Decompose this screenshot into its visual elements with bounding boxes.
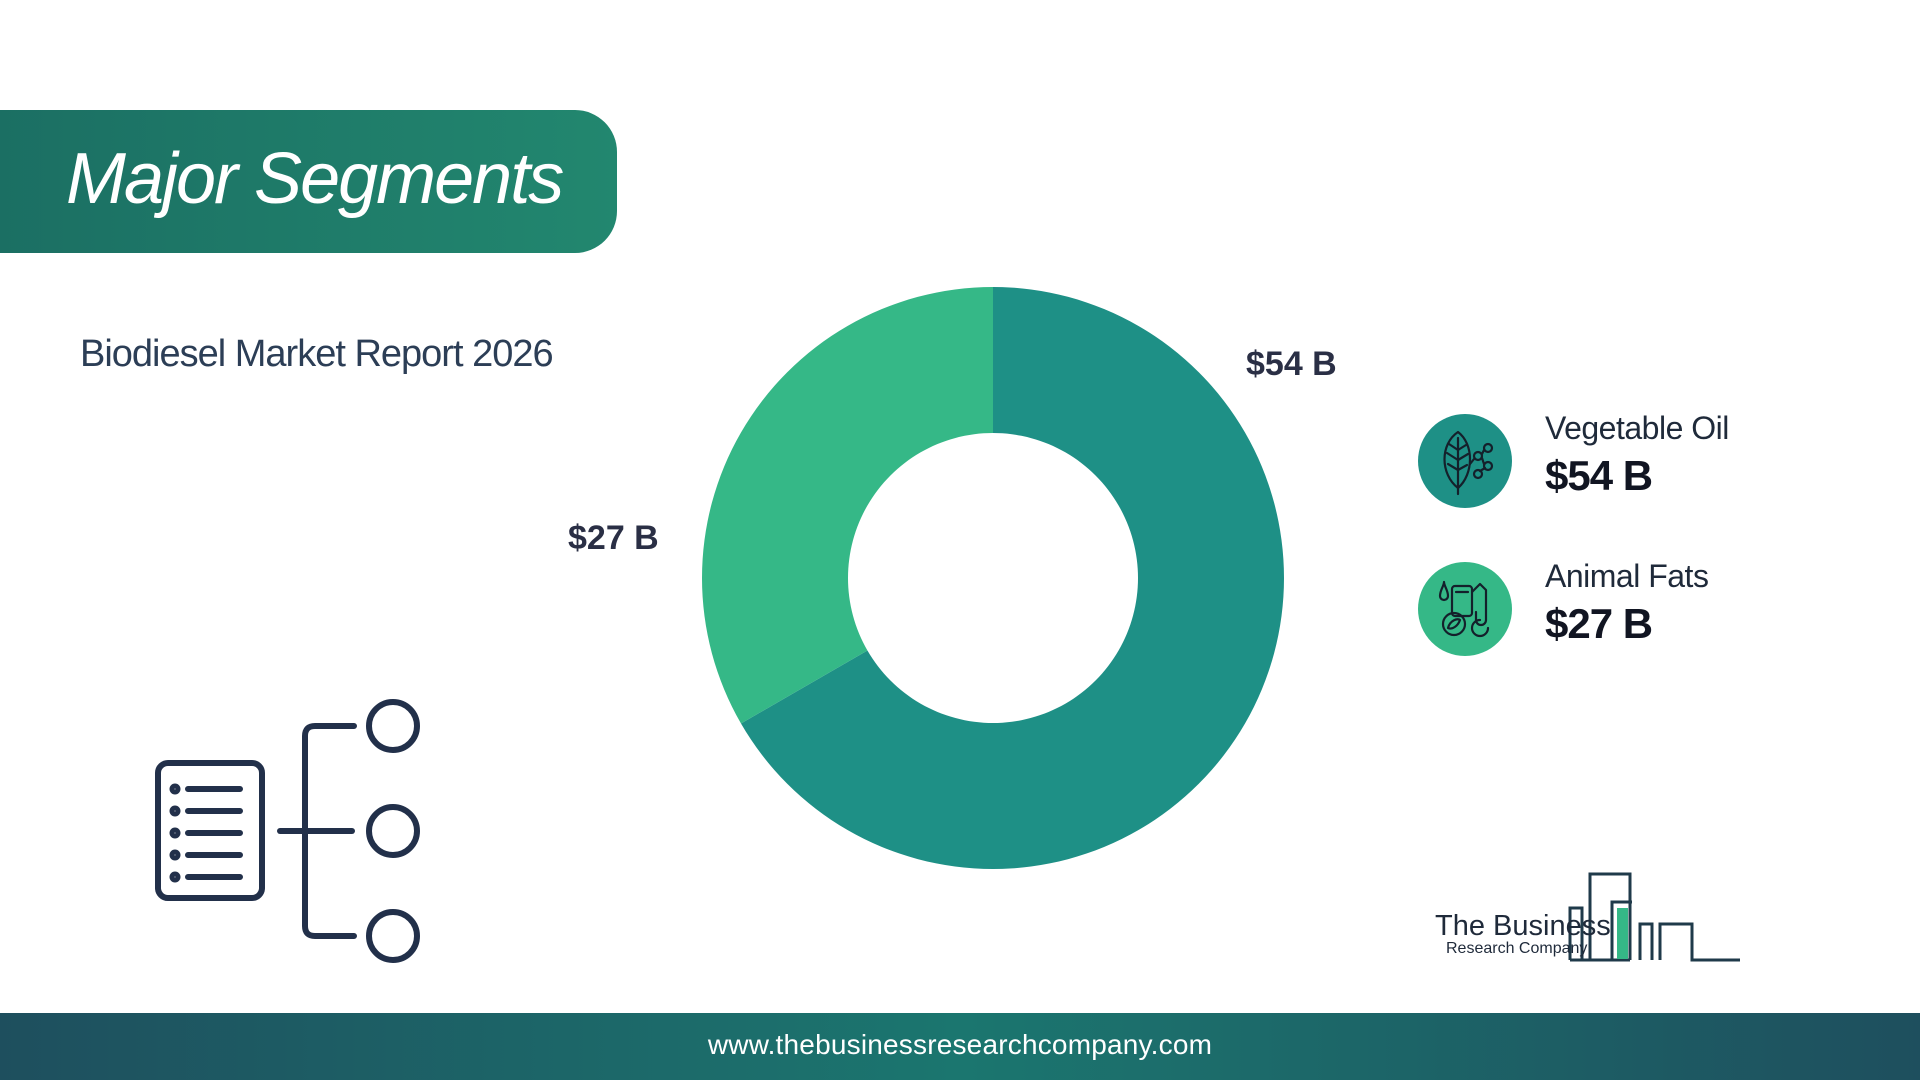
title-banner [0,110,617,253]
leaf-molecule-icon [1418,414,1512,508]
page-title: Major Segments [66,139,564,219]
footer-bar: www.thebusinessresearchcompany.com [0,1013,1920,1080]
legend-item-vegetable-oil: Vegetable Oil $54 B [1418,410,1838,514]
data-label-vegetable-oil: $54 B [1246,345,1337,383]
logo-text-secondary: Research Company [1446,940,1588,957]
report-subtitle: Biodiesel Market Report 2026 [80,333,554,375]
legend-label-animal-fats: Animal Fats [1545,558,1709,594]
legend-value-vegetable-oil: $54 B [1545,452,1653,499]
donut-slice-vegetable-oil [740,287,1284,869]
legend-item-animal-fats: Animal Fats $27 B [1418,558,1838,662]
segments-hierarchy-icon [155,699,420,963]
data-label-animal-fats: $27 B [568,519,659,557]
fuel-pump-leaf-icon [1418,562,1512,656]
legend-value-animal-fats: $27 B [1545,600,1653,647]
company-logo: The Business Research Company [1430,868,1750,968]
footer-website-link[interactable]: www.thebusinessresearchcompany.com [707,1029,1213,1060]
legend-label-vegetable-oil: Vegetable Oil [1545,410,1729,446]
donut-slice-animal-fats [702,287,993,724]
logo-text-primary: The Business [1435,910,1611,942]
